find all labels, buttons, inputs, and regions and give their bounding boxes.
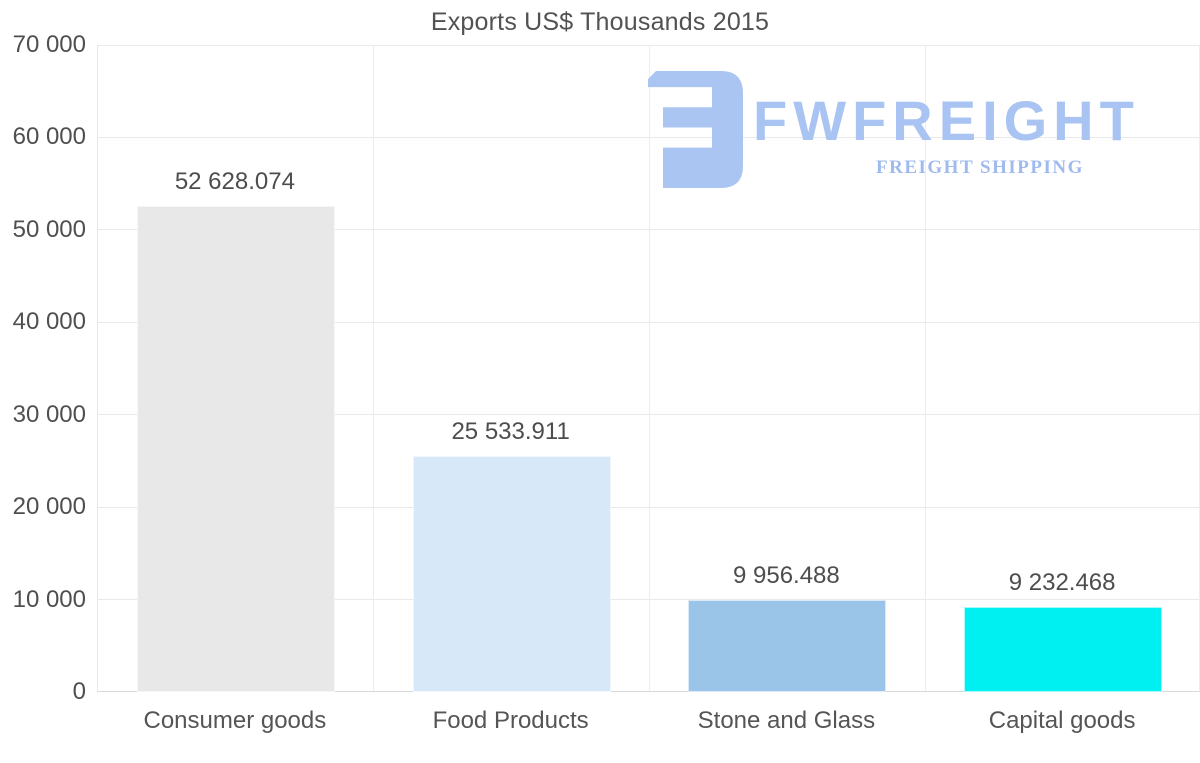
bar-food-products bbox=[412, 455, 611, 692]
v-gridline bbox=[924, 45, 926, 691]
v-gridline bbox=[373, 45, 375, 691]
y-axis-tick-label: 30 000 bbox=[12, 400, 86, 428]
x-axis-category-label: Food Products bbox=[432, 707, 589, 734]
fwfreight-logo-icon bbox=[648, 71, 743, 188]
bar-stone-and-glass bbox=[688, 599, 887, 692]
bar-value-label: 9 956.488 bbox=[732, 561, 840, 589]
h-gridline bbox=[98, 506, 1199, 508]
y-axis-tick-label: 0 bbox=[72, 678, 86, 705]
y-axis-tick-label: 40 000 bbox=[12, 308, 86, 336]
y-axis-tick-label: 10 000 bbox=[12, 585, 86, 613]
h-gridline bbox=[98, 136, 1199, 138]
y-axis-tick-label: 60 000 bbox=[12, 123, 86, 151]
y-axis-tick-label: 70 000 bbox=[12, 31, 86, 58]
x-axis-category-label: Capital goods bbox=[988, 707, 1136, 734]
bar-value-label: 9 232.468 bbox=[1008, 568, 1116, 596]
chart-title: Exports US$ Thousands 2015 bbox=[430, 8, 770, 36]
bar-value-label: 25 533.911 bbox=[451, 417, 570, 445]
brand-tagline: FREIGHT SHIPPING bbox=[876, 157, 1084, 178]
brand-name: FWFREIGHT bbox=[753, 89, 1140, 152]
h-gridline bbox=[98, 44, 1199, 46]
v-gridline bbox=[649, 45, 650, 691]
bar-value-label: 52 628.074 bbox=[174, 167, 295, 195]
x-axis-category-label: Consumer goods bbox=[143, 707, 327, 734]
h-gridline bbox=[98, 599, 1199, 601]
bar-consumer-goods bbox=[136, 205, 335, 692]
h-gridline bbox=[98, 229, 1199, 231]
h-gridline bbox=[98, 414, 1199, 416]
plot-area bbox=[97, 44, 1200, 692]
x-axis-category-label: Stone and Glass bbox=[697, 707, 876, 734]
y-axis-tick-label: 20 000 bbox=[12, 493, 86, 521]
y-axis-tick-label: 50 000 bbox=[12, 215, 86, 243]
fwfreight-watermark-logo: FWFREIGHT FREIGHT SHIPPING bbox=[648, 71, 1158, 191]
bar-capital-goods bbox=[964, 606, 1163, 692]
h-gridline bbox=[98, 321, 1199, 323]
